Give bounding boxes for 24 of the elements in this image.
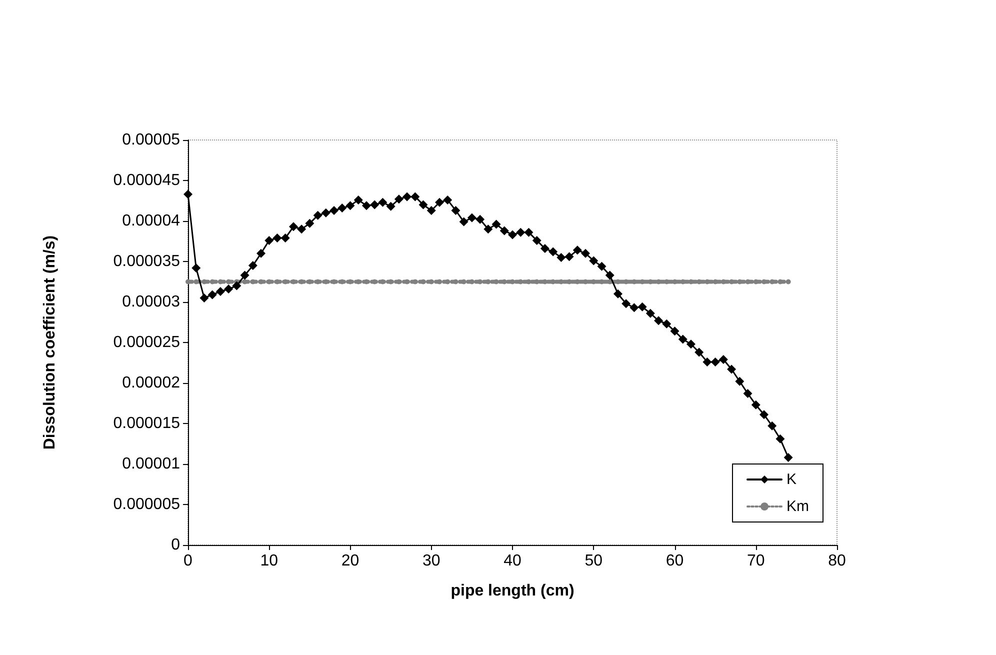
y-tick-label: 0.00001 bbox=[122, 456, 180, 472]
y-tick-label: 0.00003 bbox=[122, 294, 180, 310]
x-tick-label: 30 bbox=[422, 552, 440, 570]
y-tick-label: 0.000045 bbox=[113, 172, 180, 189]
x-tick-label: 80 bbox=[828, 552, 846, 570]
x-axis-title: pipe length (cm) bbox=[450, 582, 574, 600]
y-tick-label: 0 bbox=[171, 536, 180, 554]
y-tick-label: 0.000025 bbox=[113, 334, 180, 351]
y-tick-label: 0.00002 bbox=[122, 374, 180, 392]
y-tick-label: 0.000005 bbox=[113, 496, 180, 513]
x-tick-label: 10 bbox=[260, 552, 278, 570]
x-tick-label: 50 bbox=[584, 552, 603, 570]
x-tick-label: 0 bbox=[184, 552, 193, 570]
y-tick-label: 0.00005 bbox=[122, 132, 180, 148]
x-tick-label: 40 bbox=[504, 552, 522, 570]
x-tick-label: 70 bbox=[746, 552, 765, 570]
legend-label: K bbox=[786, 471, 797, 488]
legend-label: Km bbox=[786, 498, 809, 515]
y-tick-label: 0.000035 bbox=[113, 253, 180, 270]
x-tick-label: 20 bbox=[341, 552, 360, 570]
y-tick-label: 0.00004 bbox=[122, 212, 180, 230]
y-axis-title: Dissolution coefficient (m/s) bbox=[42, 235, 58, 450]
x-tick-label: 60 bbox=[666, 552, 684, 570]
y-tick-label: 0.000015 bbox=[113, 415, 180, 432]
